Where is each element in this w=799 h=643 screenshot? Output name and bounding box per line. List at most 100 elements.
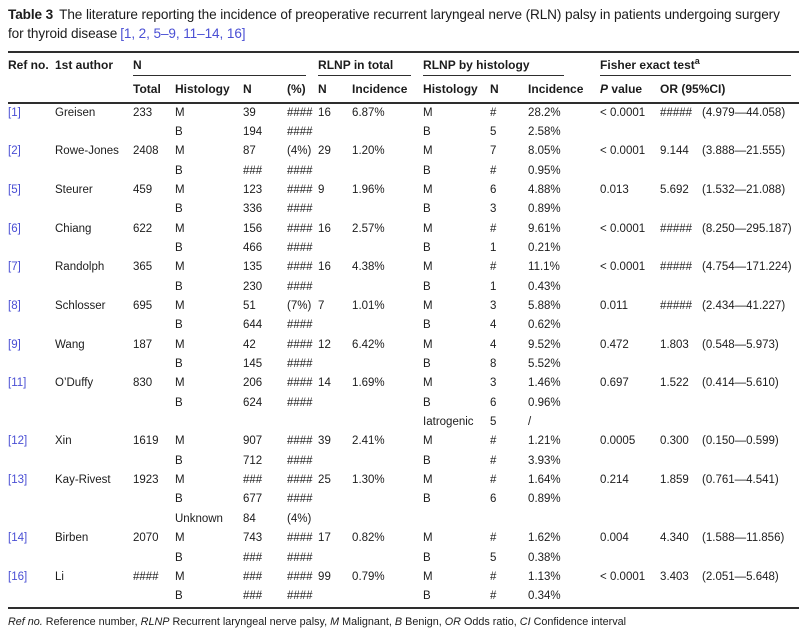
rlnp-incidence-cell <box>352 355 423 374</box>
ref-citation-link[interactable]: [16] <box>8 570 28 583</box>
total-cell: 2408 <box>133 145 159 158</box>
author-cell: Greisen <box>55 106 96 119</box>
ref-cell: [16] <box>8 568 55 587</box>
rlnp-n-cell: 25 <box>318 474 331 487</box>
p-value-cell: 0.214 <box>600 474 629 487</box>
ref-citation-link[interactable]: [7] <box>8 261 21 274</box>
ref-citation-link[interactable]: [6] <box>8 222 21 235</box>
rlnp-n-cell: 14 <box>318 377 331 390</box>
pct-cell: #### <box>287 590 313 603</box>
rlnp-n-cell <box>318 355 352 374</box>
ref-cell <box>8 394 55 413</box>
n-cell: ### <box>243 590 263 603</box>
hist-incidence-cell: 9.52% <box>528 338 561 351</box>
n-cell: 87 <box>243 145 256 158</box>
ci-cell <box>702 200 799 219</box>
col-header-or-ci: OR (95%CI) <box>660 77 799 104</box>
total-cell <box>133 239 175 258</box>
hist-n-cell: # <box>490 590 497 603</box>
p-value-cell <box>600 587 660 607</box>
or-cell <box>660 510 702 529</box>
p-value-cell <box>600 316 660 335</box>
hist-incidence-cell: 0.38% <box>528 551 561 564</box>
ci-cell <box>702 549 799 568</box>
or-cell: ##### <box>660 222 693 235</box>
rlnp-incidence-cell: 1.01% <box>352 300 385 313</box>
ci-cell: (2.051—5.648) <box>702 570 779 583</box>
ref-citation-link[interactable]: [9] <box>8 338 21 351</box>
histology-cell: M <box>175 261 185 274</box>
ref-citation-link[interactable]: [12] <box>8 435 28 448</box>
hist-incidence-cell: 0.21% <box>528 242 561 254</box>
table-row: B 194 #### B 5 2.58% <box>8 123 799 142</box>
n-cell: 145 <box>243 358 263 371</box>
or-cell <box>660 587 702 607</box>
author-cell <box>55 123 133 142</box>
or-cell: ##### <box>660 300 693 313</box>
col-header-first-author: 1st author <box>55 50 133 104</box>
hist-histology-cell: B <box>423 164 431 177</box>
n-cell: 907 <box>243 435 263 448</box>
table-row: [7] Randolph 365 M 135 #### 16 4.38% M #11.1% < 0.… <box>8 258 799 277</box>
hist-incidence-cell: 0.89% <box>528 493 561 506</box>
rlnp-incidence-cell <box>352 123 423 142</box>
table-row: [6] Chiang 622 M 156 #### 16 2.57% M #9.61% < 0.00… <box>8 220 799 239</box>
author-cell <box>55 413 133 432</box>
hist-incidence-cell: 28.2% <box>528 106 561 119</box>
pct-cell: #### <box>287 106 313 119</box>
n-cell: 123 <box>243 183 263 196</box>
rlnp-n-cell <box>318 278 352 297</box>
col-header-hist-n: N <box>490 77 529 104</box>
hist-histology-cell: Iatrogenic <box>423 416 474 429</box>
citation-links[interactable]: [1, 2, 5–9, 11–14, 16] <box>120 25 246 41</box>
hist-n-cell: 4 <box>490 319 497 332</box>
author-cell: O’Duffy <box>55 377 94 390</box>
col-header-ref-no: Ref no. <box>8 50 55 104</box>
ci-cell <box>702 452 799 471</box>
hist-histology-cell: B <box>423 396 431 409</box>
author-cell: Xin <box>55 435 72 448</box>
n-cell: 743 <box>243 532 263 545</box>
ref-citation-link[interactable]: [2] <box>8 145 21 158</box>
rlnp-n-cell <box>318 490 352 509</box>
ref-citation-link[interactable]: [5] <box>8 183 21 196</box>
rlnp-n-cell: 7 <box>318 300 325 313</box>
or-cell: 0.300 <box>660 435 689 448</box>
ref-citation-link[interactable]: [13] <box>8 474 28 487</box>
table-row: B 712 #### B #3.93% <box>8 452 799 471</box>
ref-cell: [11] <box>8 374 55 393</box>
hist-incidence-cell: 0.62% <box>528 319 561 332</box>
p-value-cell: < 0.0001 <box>600 570 646 583</box>
ci-cell: (4.979—44.058) <box>702 106 786 119</box>
rlnp-incidence-cell: 0.82% <box>352 532 385 545</box>
ref-citation-link[interactable]: [8] <box>8 300 21 313</box>
pct-cell: #### <box>287 493 313 506</box>
table-row: B 145 #### B 8 5.52% <box>8 355 799 374</box>
histology-cell: B <box>175 203 183 216</box>
rlnp-n-cell <box>318 316 352 335</box>
total-cell <box>133 200 175 219</box>
ref-citation-link[interactable]: [11] <box>8 377 27 390</box>
ref-citation-link[interactable]: [1] <box>8 106 21 119</box>
author-cell <box>55 510 133 529</box>
total-cell: 2070 <box>133 532 159 545</box>
table-row: B ### #### B #0.34% <box>8 587 799 607</box>
ci-cell <box>702 413 799 432</box>
author-cell: Birben <box>55 532 89 545</box>
hist-n-cell: 1 <box>490 280 497 293</box>
table-row: [12] Xin 1619 M 907 #### 39 2.41% M #1.21% 0.0005 0… <box>8 432 799 451</box>
total-cell: 459 <box>133 183 153 196</box>
ci-cell <box>702 394 799 413</box>
author-cell <box>55 239 133 258</box>
rlnp-n-cell <box>318 452 352 471</box>
or-cell <box>660 123 702 142</box>
ci-cell <box>702 316 799 335</box>
rlnp-incidence-cell <box>352 200 423 219</box>
hist-incidence-cell: 5.88% <box>528 300 561 313</box>
ci-cell: (4.754—171.224) <box>702 261 792 274</box>
rlnp-n-cell <box>318 549 352 568</box>
p-value-cell <box>600 162 660 181</box>
total-cell: 1619 <box>133 435 159 448</box>
ref-citation-link[interactable]: [14] <box>8 532 28 545</box>
hist-incidence-cell: 11.1% <box>528 261 560 274</box>
